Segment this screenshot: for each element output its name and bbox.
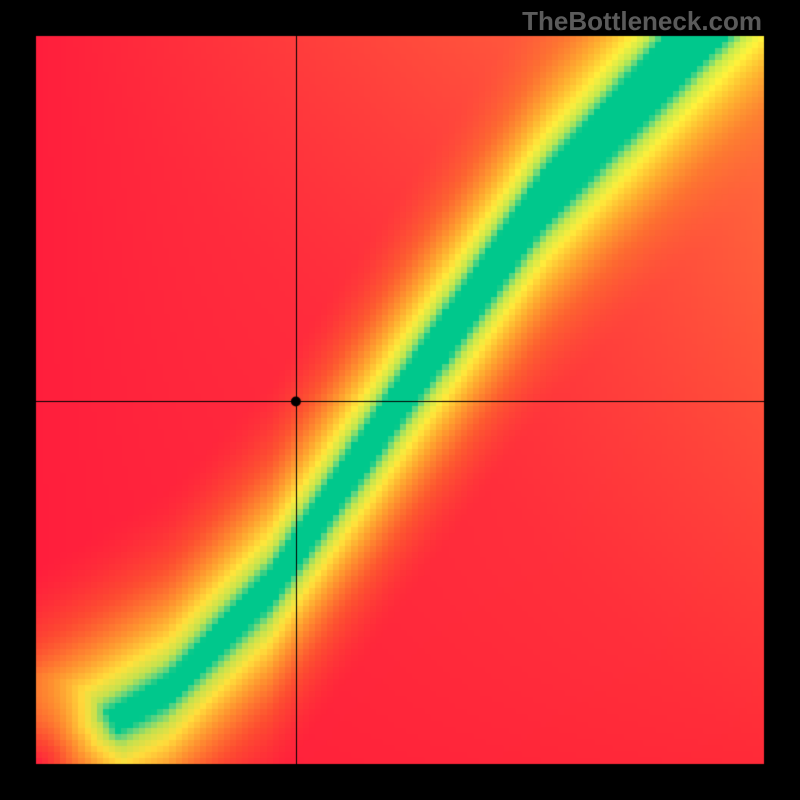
bottleneck-heatmap: [0, 0, 800, 800]
watermark-text: TheBottleneck.com: [522, 6, 762, 37]
